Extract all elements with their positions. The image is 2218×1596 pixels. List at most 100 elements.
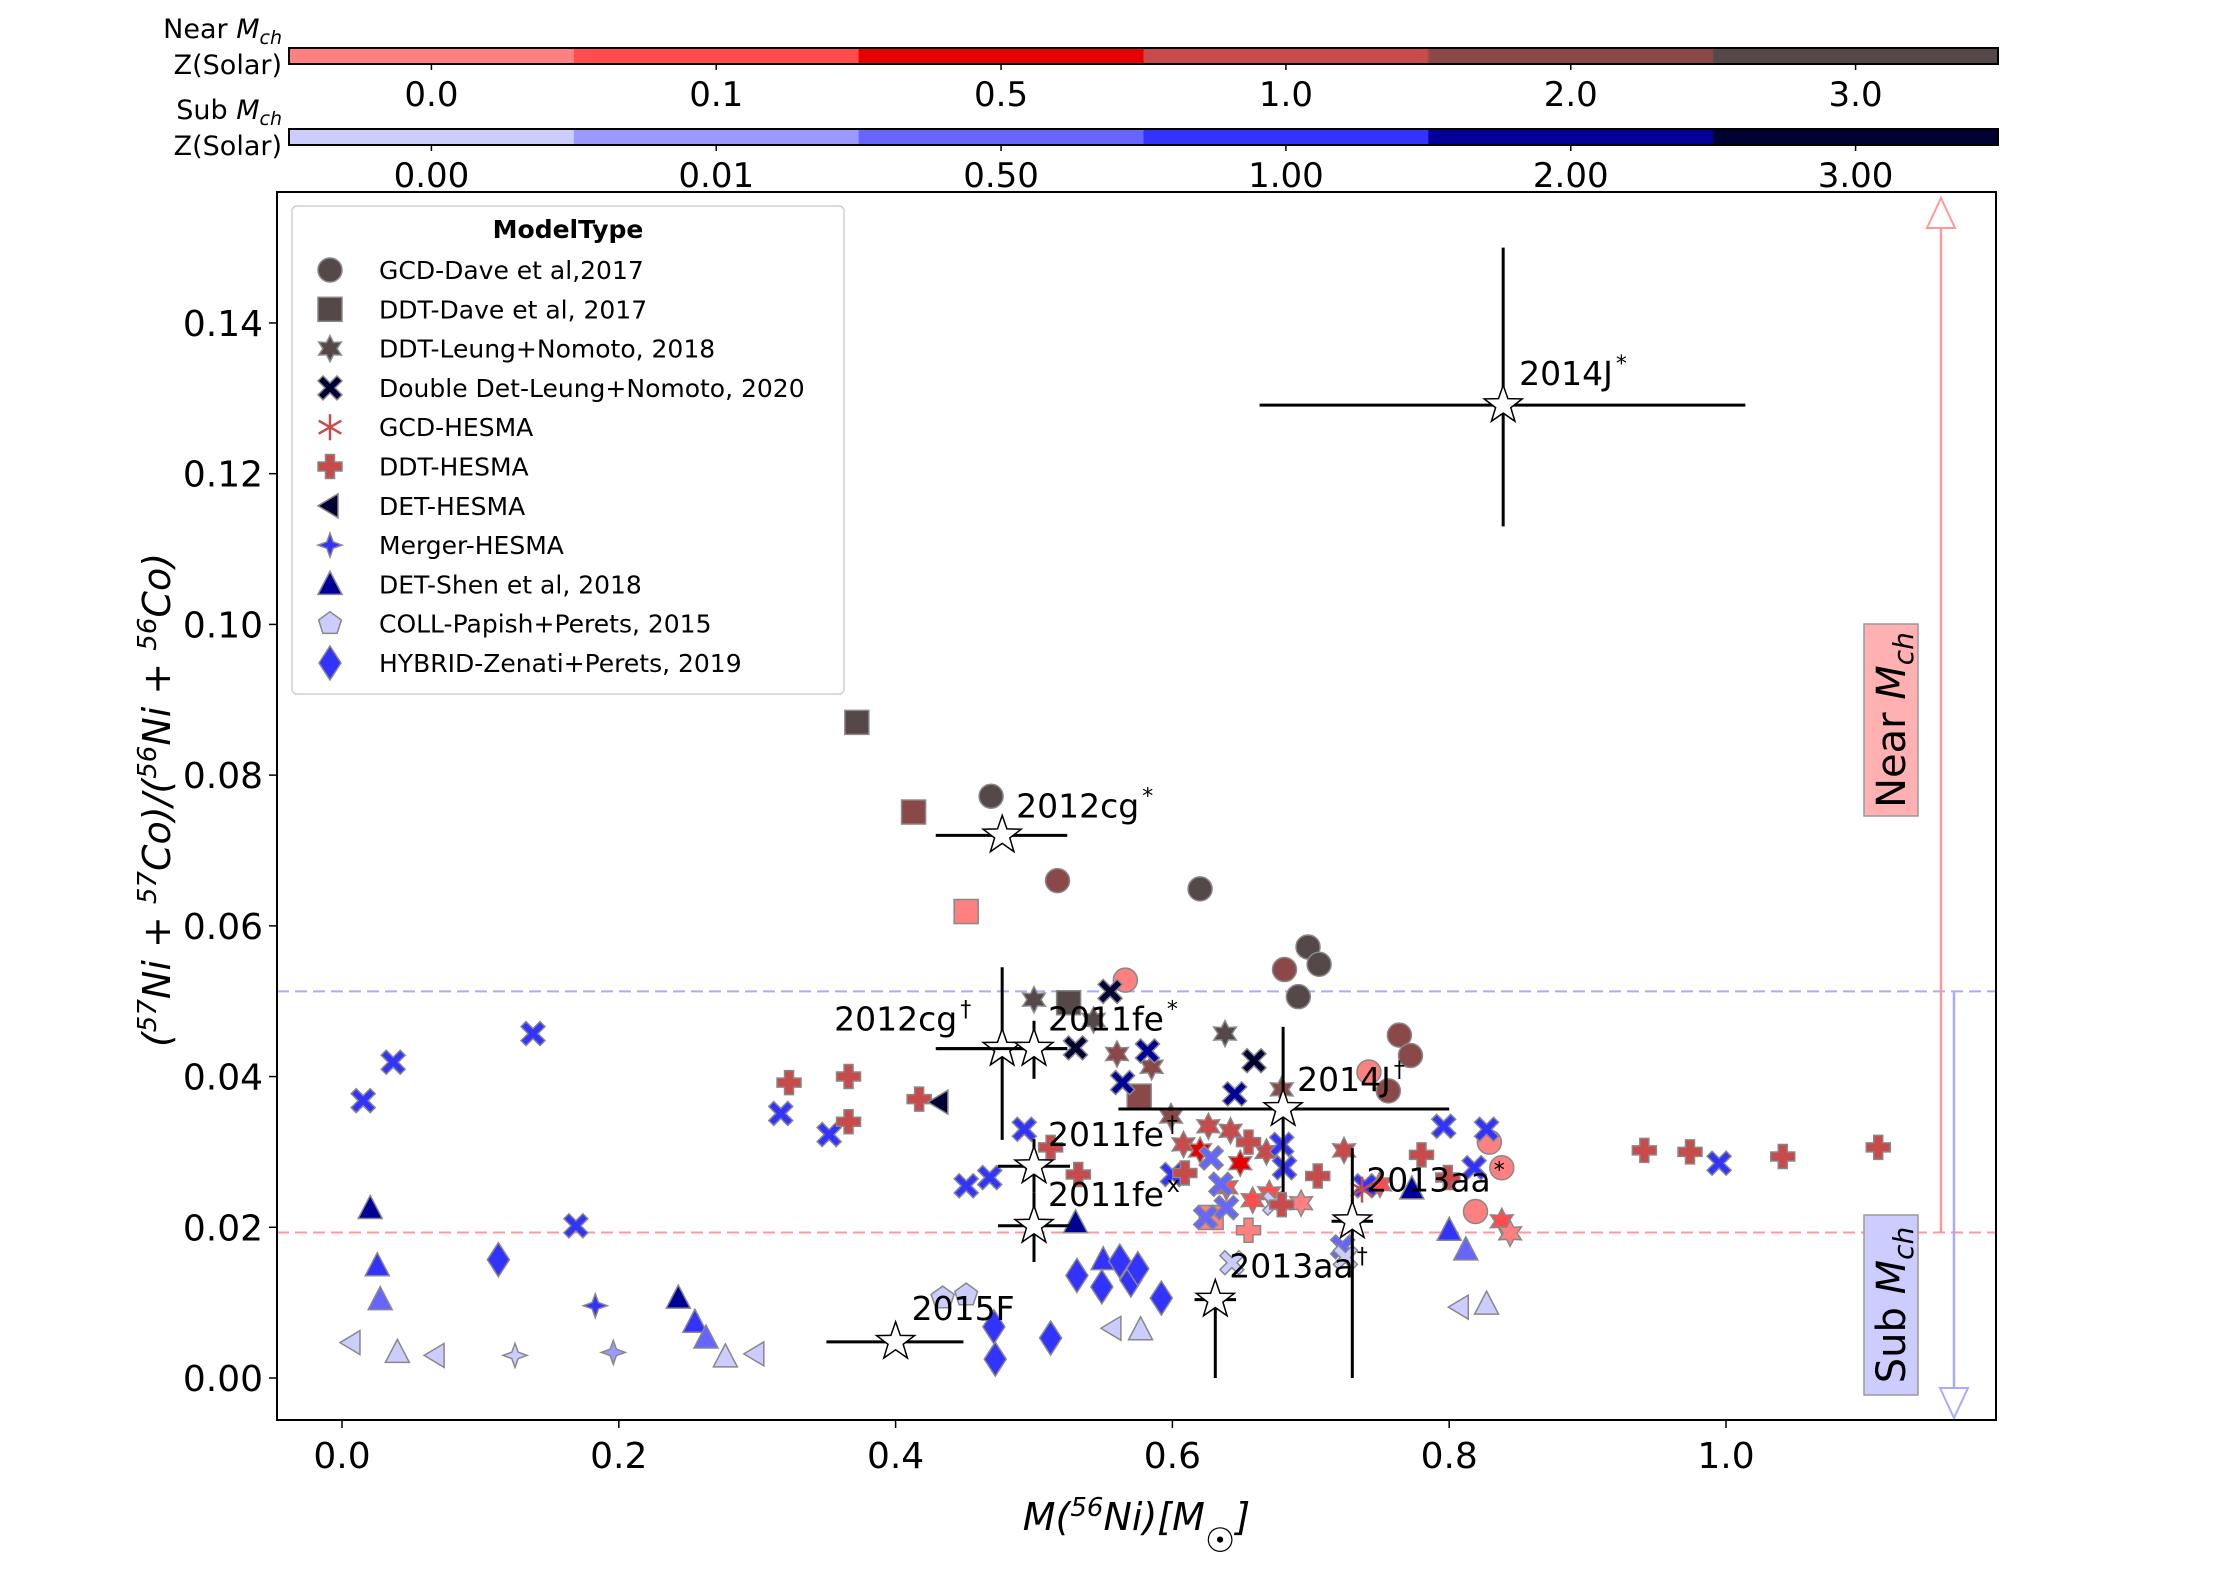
legend-label: DET-HESMA	[379, 492, 525, 521]
data-point	[712, 1342, 739, 1368]
observation-2011fe: 2011fe x	[998, 1173, 1180, 1262]
data-point	[930, 1285, 955, 1309]
legend-item: DDT-HESMA	[317, 453, 529, 482]
data-point	[1104, 1039, 1130, 1069]
colorbar-segment	[1428, 48, 1714, 64]
observation-star-marker	[1482, 382, 1525, 424]
colorbar-tick-label: 0.5	[974, 75, 1028, 115]
sub-mch-label-box	[1863, 1214, 1919, 1396]
legend-marker-x-icon	[316, 374, 344, 401]
legend-title: ModelType	[493, 215, 644, 244]
legend-item: COLL-Papish+Perets, 2015	[317, 610, 712, 639]
data-point	[1397, 1042, 1424, 1069]
y-tick-label: 0.04	[183, 1058, 263, 1099]
legend-marker-square-icon	[317, 296, 343, 323]
colorbar-frame	[288, 128, 1999, 146]
colorbar-tick-label: 1.00	[1248, 156, 1324, 196]
legend-marker-tri-up-icon	[316, 569, 344, 596]
data-point	[500, 1341, 530, 1370]
data-point	[1769, 1143, 1796, 1170]
data-point	[1350, 1176, 1374, 1203]
sub-mch-label: Sub Mch	[1863, 1214, 1920, 1396]
data-point	[1462, 1198, 1489, 1225]
data-point	[844, 709, 870, 736]
series-ddt-hesma	[776, 1063, 1891, 1244]
data-point	[1452, 1235, 1480, 1261]
observation-2014J: 2014J *	[1259, 247, 1746, 527]
sub-mch-arrow-head	[1938, 1387, 1970, 1420]
colorbar-tick-label: 2.00	[1533, 156, 1609, 196]
data-point	[665, 1283, 692, 1309]
y-tick-label: 0.06	[183, 907, 263, 948]
data-point	[835, 1063, 862, 1090]
data-point	[1044, 867, 1071, 894]
x-tick-label: 0.2	[590, 1436, 647, 1477]
colorbar-tick-label: 0.01	[678, 156, 754, 196]
data-point	[1227, 1148, 1253, 1178]
observation-label: 2011fe †	[1048, 1113, 1178, 1154]
colorbar-segment	[858, 48, 1144, 64]
plot-area: 0.0 0.2 0.4 0.6 0.8 1.0 0.00 0.02 0.04 0.06 0.08 0.…	[133, 191, 1997, 1561]
colorbar-segment	[1428, 129, 1714, 145]
legend-label: COLL-Papish+Perets, 2015	[379, 610, 712, 639]
legend-item: GCD-HESMA	[318, 413, 533, 442]
x-tick-label: 0.0	[313, 1436, 370, 1477]
data-point	[422, 1342, 445, 1369]
data-point	[356, 1193, 384, 1220]
data-point	[953, 1282, 979, 1306]
series-merger-hesma	[500, 1291, 628, 1370]
data-point	[384, 1337, 411, 1364]
data-point	[953, 1172, 980, 1199]
x-tick-label: 0.4	[867, 1436, 924, 1477]
legend-label: DDT-HESMA	[379, 453, 529, 482]
data-point	[1172, 1160, 1198, 1186]
data-point	[1089, 1245, 1117, 1271]
data-point	[1677, 1139, 1703, 1165]
observation-label: 2013aa †	[1229, 1245, 1367, 1286]
data-point	[1192, 1204, 1219, 1231]
data-point	[1375, 1078, 1402, 1104]
data-point	[1473, 1289, 1500, 1315]
observation-2011fe: 2011fe †	[998, 1113, 1178, 1193]
y-tick-label: 0.02	[183, 1208, 263, 1249]
data-point	[1207, 1171, 1234, 1198]
data-point	[1304, 1163, 1331, 1189]
data-point	[1218, 1249, 1245, 1276]
data-point	[486, 1241, 511, 1279]
data-point	[1127, 1315, 1154, 1341]
data-point	[1285, 983, 1312, 1010]
observation-label: 2014J *	[1519, 352, 1627, 393]
colorbar-tick-label: 3.0	[1829, 75, 1883, 115]
legend-label: Merger-HESMA	[379, 531, 564, 560]
observation-label: 2014J †	[1297, 1058, 1405, 1099]
observation-star-marker	[1012, 1026, 1056, 1067]
data-point	[983, 1340, 1008, 1378]
colorbar-label-unit: Z(Solar)	[174, 131, 282, 162]
legend-item: Double Det-Leung+Nomoto, 2020	[316, 374, 805, 403]
data-point	[1080, 1005, 1107, 1035]
observation-2011fe: 2011fe *	[937, 998, 1178, 1079]
colorbar-segment	[573, 129, 860, 145]
plot-contents: Near Mch Sub Mch 2014J * 2012cg * 2012cg † 2011f…	[277, 195, 1996, 1420]
near-mch-arrow-head	[1925, 195, 1957, 229]
data-point	[1099, 1314, 1122, 1342]
observation-label: 2015F	[912, 1289, 1015, 1328]
colorbar-tick-label: 3.00	[1818, 156, 1894, 196]
data-point	[1217, 1116, 1244, 1146]
data-point	[1235, 1129, 1262, 1155]
observation-label: 2012cg †	[834, 998, 971, 1039]
asterisk-stroke	[318, 419, 342, 435]
colorbar-segment	[858, 129, 1144, 145]
legend-frame	[291, 205, 845, 695]
observation-2012cg: 2012cg *	[935, 784, 1153, 854]
legend-marker-star4-icon	[315, 530, 345, 560]
data-point	[976, 1164, 1003, 1191]
data-point	[1268, 1191, 1295, 1218]
colorbar-segment	[1713, 48, 1999, 64]
data-point	[1149, 1279, 1174, 1317]
series-det-hesma	[338, 1088, 1470, 1369]
data-point	[1461, 1154, 1488, 1181]
data-point	[338, 1329, 361, 1356]
data-point	[1198, 1144, 1225, 1172]
